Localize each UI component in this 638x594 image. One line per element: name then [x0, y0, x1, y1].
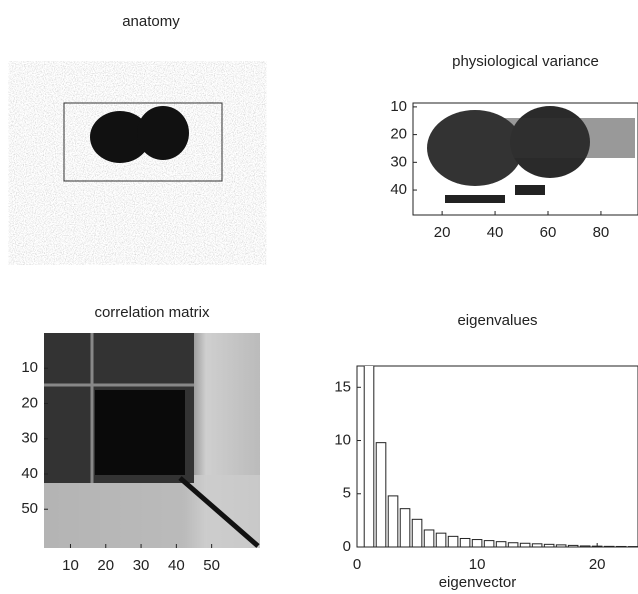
bar: [387, 495, 399, 547]
y-tick-label: 40: [390, 181, 407, 198]
y-tick-label: 15: [334, 378, 351, 395]
y-tick-label: 50: [21, 500, 38, 517]
x-tick-label: 0: [353, 556, 361, 573]
x-tick-label: 20: [589, 556, 606, 573]
chart-title: eigenvalues: [457, 312, 537, 329]
x-tick-label: 20: [434, 224, 451, 241]
chart-title: anatomy: [122, 13, 180, 30]
bar: [567, 544, 579, 547]
x-tick-label: 40: [487, 224, 504, 241]
x-tick-label: 80: [593, 224, 610, 241]
variance-image: [427, 106, 635, 203]
x-tick-label: 10: [62, 557, 79, 574]
chart-title: correlation matrix: [94, 304, 210, 321]
bar: [507, 542, 519, 547]
x-tick-label: 10: [469, 556, 486, 573]
y-tick-label: 5: [343, 485, 351, 502]
bar: [423, 529, 435, 547]
x-tick-label: 60: [540, 224, 557, 241]
bar: [579, 545, 591, 547]
y-tick-label: 20: [390, 126, 407, 143]
bar: [591, 545, 603, 547]
bar: [483, 540, 495, 547]
axes-frame: [356, 365, 638, 548]
bar: [555, 544, 567, 547]
y-tick-label: 40: [21, 465, 38, 482]
x-tick-label: 20: [97, 557, 114, 574]
anatomy-image: [30, 78, 245, 248]
bar: [543, 543, 555, 547]
bar: [519, 542, 531, 547]
bar: [435, 532, 447, 547]
x-axis-label: eigenvector: [439, 574, 517, 591]
bar: [447, 535, 459, 547]
bar: [471, 539, 483, 547]
y-tick-label: 30: [390, 153, 407, 170]
y-tick-label: 10: [21, 359, 38, 376]
y-tick-label: 10: [390, 98, 407, 115]
bar: [459, 537, 471, 547]
y-tick-label: 0: [343, 538, 351, 555]
y-tick-label: 20: [21, 394, 38, 411]
axes-frame: [412, 102, 638, 216]
bar: [363, 366, 375, 547]
bar: [375, 442, 387, 547]
y-tick-label: 30: [21, 430, 38, 447]
y-tick-label: 10: [334, 431, 351, 448]
bar: [495, 541, 507, 547]
bar: [399, 508, 411, 547]
bar: [531, 543, 543, 547]
bars: [363, 366, 638, 547]
x-tick-label: 30: [133, 557, 150, 574]
correlation-image: [44, 333, 260, 548]
bar: [411, 518, 423, 547]
bar: [615, 545, 627, 547]
chart-title: physiological variance: [452, 53, 599, 70]
x-tick-label: 50: [203, 557, 220, 574]
bar: [603, 545, 615, 547]
x-tick-label: 40: [168, 557, 185, 574]
